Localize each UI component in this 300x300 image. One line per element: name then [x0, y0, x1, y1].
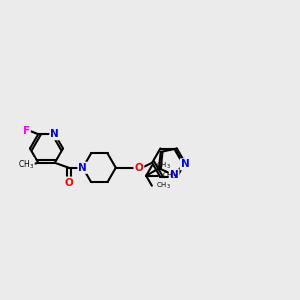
Text: CH$_3$: CH$_3$ [156, 161, 171, 171]
Text: N: N [50, 129, 59, 139]
Text: N: N [78, 163, 87, 173]
Text: N: N [170, 170, 178, 180]
Text: O: O [64, 178, 73, 188]
Text: CH$_3$: CH$_3$ [162, 171, 177, 181]
Text: F: F [23, 126, 30, 136]
Text: N: N [181, 159, 190, 169]
Text: CH$_3$: CH$_3$ [18, 158, 34, 170]
Text: O: O [134, 163, 143, 173]
Text: CH$_3$: CH$_3$ [156, 181, 171, 191]
